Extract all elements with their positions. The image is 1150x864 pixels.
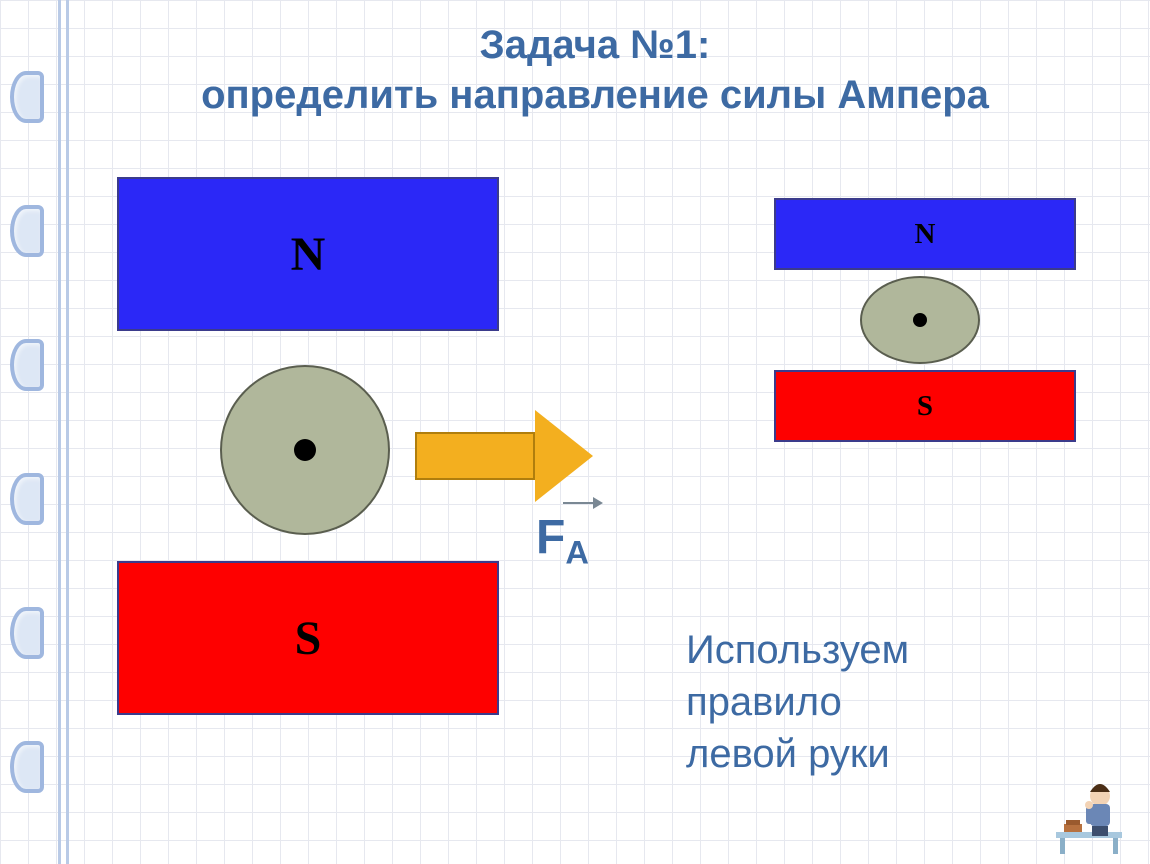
arrow-head-icon [535, 410, 593, 502]
binder-rings [10, 0, 50, 864]
current-dot-icon [294, 439, 316, 461]
slide-title: Задача №1: определить направление силы А… [80, 20, 1110, 120]
student-clipart-icon [1046, 774, 1132, 854]
hint-line: левой руки [686, 728, 909, 780]
hint-line: правило [686, 676, 909, 728]
binder-ring [10, 473, 44, 525]
arrow-shaft [415, 432, 535, 480]
magnet-label: N [915, 218, 936, 251]
vector-overline [563, 502, 601, 504]
magnet-north-left: N [117, 177, 499, 331]
binder-ring [10, 205, 44, 257]
current-dot-icon [913, 313, 927, 327]
force-arrow [415, 410, 593, 502]
magnet-north-right: N [774, 198, 1076, 270]
binder-ring [10, 71, 44, 123]
hint-text: Используем правило левой руки [686, 624, 909, 780]
magnet-label: S [917, 390, 933, 423]
ampere-force-label: FA [536, 510, 589, 572]
binder-ring [10, 607, 44, 659]
title-line-1: Задача №1: [80, 20, 1110, 70]
conductor-out-of-page-left [220, 365, 390, 535]
conductor-out-of-page-right [860, 276, 980, 364]
binder-margin-line [66, 0, 69, 864]
magnet-label: S [295, 611, 322, 666]
title-line-2: определить направление силы Ампера [80, 70, 1110, 120]
hint-line: Используем [686, 624, 909, 676]
binder-margin-line [58, 0, 61, 864]
binder-ring [10, 339, 44, 391]
fa-subscript-a: A [565, 534, 589, 571]
magnet-south-right: S [774, 370, 1076, 442]
binder-ring [10, 741, 44, 793]
fa-letter-f: F [536, 511, 565, 564]
magnet-south-left: S [117, 561, 499, 715]
magnet-label: N [291, 227, 326, 282]
